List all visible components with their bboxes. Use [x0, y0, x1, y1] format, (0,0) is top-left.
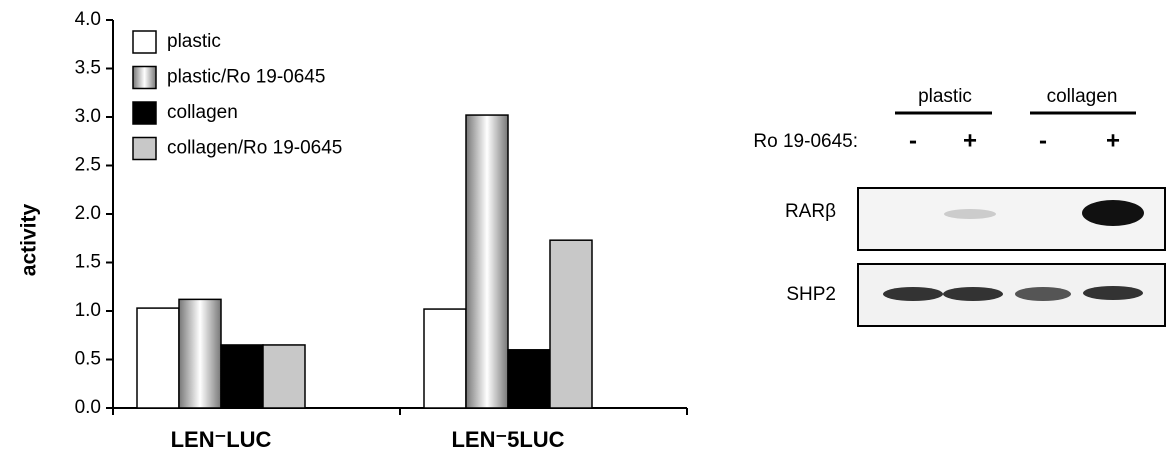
- legend-swatch: [133, 138, 156, 160]
- lane-label: +: [963, 127, 977, 154]
- row-label: SHP2: [786, 284, 836, 305]
- y-tick-label: 0.5: [75, 349, 101, 370]
- legend-swatch: [133, 67, 156, 89]
- treatment-label: Ro 19-0645:: [753, 131, 858, 152]
- blot-group: plastic: [918, 86, 972, 107]
- legend-label: collagen/Ro 19-0645: [167, 138, 342, 159]
- lane-label: -: [1039, 127, 1047, 154]
- band: [1082, 200, 1144, 226]
- bar: [137, 308, 179, 408]
- bar: [508, 350, 550, 408]
- bar: [179, 299, 221, 408]
- band: [883, 287, 943, 301]
- bar: [263, 345, 305, 408]
- x-tick-label: LEN⁻5LUC: [451, 427, 564, 452]
- band: [944, 209, 996, 219]
- band: [943, 287, 1003, 301]
- legend-label: plastic: [167, 31, 221, 52]
- y-tick-label: 1.5: [75, 252, 101, 273]
- y-axis-label: activity: [18, 203, 41, 276]
- band: [1083, 286, 1143, 300]
- bar: [550, 240, 592, 408]
- legend-label: collagen: [167, 102, 238, 123]
- lane-label: -: [909, 127, 917, 154]
- bar: [221, 345, 263, 408]
- row-label: RARβ: [785, 201, 836, 222]
- legend-swatch: [133, 31, 156, 53]
- y-tick-label: 0.0: [75, 397, 101, 418]
- x-tick-label: LEN⁻LUC: [171, 427, 272, 452]
- blot: plastic collagen Ro 19-0645: - + - + RAR…: [753, 86, 1165, 326]
- lane-label: +: [1106, 127, 1120, 154]
- y-tick-label: 3.5: [75, 58, 101, 79]
- legend-swatch: [133, 102, 156, 124]
- y-tick-label: 1.0: [75, 300, 101, 321]
- blot-group: collagen: [1047, 86, 1118, 107]
- band: [1015, 287, 1071, 301]
- y-tick-label: 4.0: [75, 9, 101, 30]
- bar: [424, 309, 466, 408]
- legend-label: plastic/Ro 19-0645: [167, 67, 325, 88]
- y-tick-label: 3.0: [75, 106, 101, 127]
- y-tick-label: 2.0: [75, 203, 101, 224]
- y-tick-label: 2.5: [75, 155, 101, 176]
- bar: [466, 115, 508, 408]
- figure: activity plastic collagen Ro 19-0645: - …: [0, 0, 1170, 463]
